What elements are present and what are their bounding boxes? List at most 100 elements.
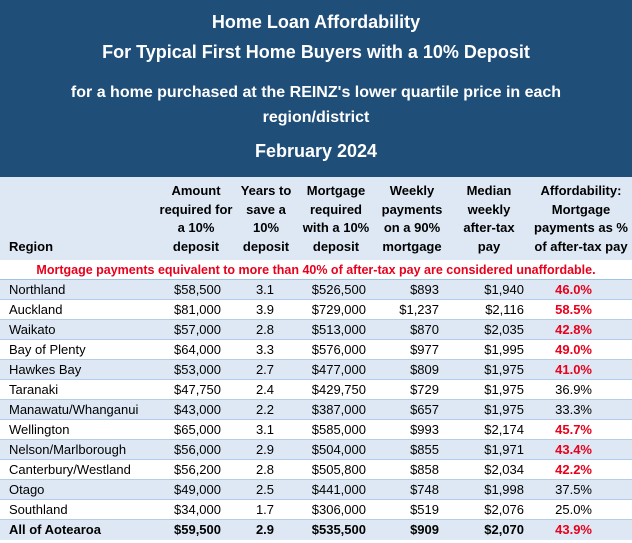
after-tax-pay-cell: $2,174 — [484, 422, 524, 437]
years-cell: 2.8 — [255, 462, 275, 477]
affordability-cell: 33.3% — [555, 402, 592, 417]
header-years: Years to save a 10% deposit — [240, 183, 292, 254]
weekly-payment-cell: $748 — [410, 482, 439, 497]
weekly-payment-cell: $909 — [410, 522, 439, 537]
header-region: Region — [9, 238, 54, 254]
years-cell: 2.9 — [255, 522, 275, 537]
region-cell: Wellington — [9, 422, 70, 437]
after-tax-pay-cell: $1,998 — [484, 482, 524, 497]
total-row: All of Aotearoa $59,500 2.9 $535,500 $909 $2,… — [0, 520, 632, 540]
region-cell: Hawkes Bay — [9, 362, 82, 377]
weekly-payment-cell: $657 — [410, 402, 439, 417]
after-tax-pay-cell: $2,035 — [484, 322, 524, 337]
deposit-cell: $65,000 — [174, 422, 221, 437]
table-row: Auckland $81,000 3.9 $729,000 $1,237 $2,116 58… — [0, 300, 632, 320]
table-body: Northland $58,500 3.1 $526,500 $893 $1,940 46.… — [0, 280, 632, 540]
region-cell: Canterbury/Westland — [9, 462, 131, 477]
weekly-payment-cell: $809 — [410, 362, 439, 377]
region-cell: Taranaki — [9, 382, 59, 397]
region-cell: Manawatu/Whanganui — [9, 402, 139, 417]
deposit-cell: $81,000 — [174, 302, 221, 317]
deposit-cell: $47,750 — [174, 382, 221, 397]
region-cell: Nelson/Marlborough — [9, 442, 127, 457]
deposit-cell: $53,000 — [174, 362, 221, 377]
affordability-cell: 46.0% — [555, 282, 592, 297]
affordability-cell: 49.0% — [555, 342, 592, 357]
after-tax-pay-cell: $2,116 — [485, 302, 524, 317]
title-subtitle: for a home purchased at the REINZ's lowe… — [70, 84, 562, 126]
years-cell: 2.5 — [255, 482, 275, 497]
mortgage-cell: $585,000 — [311, 422, 366, 437]
deposit-cell: $57,000 — [174, 322, 221, 337]
header-deposit: Amount required for a 10% deposit — [159, 183, 233, 254]
affordability-cell: 43.4% — [555, 442, 592, 457]
mortgage-cell: $306,000 — [311, 502, 366, 517]
affordability-cell: 36.9% — [555, 382, 592, 397]
after-tax-pay-cell: $1,995 — [484, 342, 524, 357]
deposit-cell: $49,000 — [174, 482, 221, 497]
mortgage-cell: $729,000 — [311, 302, 366, 317]
weekly-payment-cell: $977 — [410, 342, 439, 357]
header-pay: Median weekly after-tax pay — [463, 183, 515, 254]
deposit-cell: $58,500 — [174, 282, 221, 297]
years-cell: 3.9 — [255, 302, 275, 317]
region-cell: Otago — [9, 482, 45, 497]
region-cell: Southland — [9, 502, 68, 517]
weekly-payment-cell: $729 — [410, 382, 439, 397]
deposit-cell: $59,500 — [174, 522, 221, 537]
unaffordable-notice: Mortgage payments equivalent to more tha… — [0, 260, 632, 280]
table-row: Waikato $57,000 2.8 $513,000 $870 $2,035 42.8% — [0, 320, 632, 340]
mortgage-cell: $513,000 — [311, 322, 366, 337]
years-cell: 1.7 — [255, 502, 275, 517]
deposit-cell: $56,000 — [174, 442, 221, 457]
weekly-payment-cell: $1,237 — [399, 302, 439, 317]
affordability-cell: 45.7% — [555, 422, 592, 437]
affordability-cell: 42.8% — [555, 322, 592, 337]
after-tax-pay-cell: $2,076 — [484, 502, 524, 517]
title-banner: Home Loan Affordability For Typical Firs… — [0, 0, 632, 177]
title-line-1: Home Loan Affordability — [211, 12, 421, 32]
region-cell: All of Aotearoa — [9, 522, 101, 537]
table-row: Southland $34,000 1.7 $306,000 $519 $2,076 25.… — [0, 500, 632, 520]
mortgage-cell: $477,000 — [311, 362, 366, 377]
title-date: February 2024 — [254, 141, 378, 161]
column-headers: Region Amount required for a 10% deposit… — [0, 177, 632, 260]
affordability-cell: 25.0% — [555, 502, 592, 517]
years-cell: 2.2 — [255, 402, 275, 417]
mortgage-cell: $526,500 — [311, 282, 366, 297]
mortgage-cell: $387,000 — [311, 402, 366, 417]
affordability-cell: 37.5% — [555, 482, 592, 497]
title-line-2: For Typical First Home Buyers with a 10%… — [102, 42, 530, 62]
region-cell: Northland — [9, 282, 66, 297]
years-cell: 2.8 — [255, 322, 275, 337]
table-row: Otago $49,000 2.5 $441,000 $748 $1,998 37.5% — [0, 480, 632, 500]
affordability-cell: 42.2% — [555, 462, 592, 477]
years-cell: 3.1 — [255, 282, 275, 297]
table-row: Taranaki $47,750 2.4 $429,750 $729 $1,975 36.9… — [0, 380, 632, 400]
after-tax-pay-cell: $2,034 — [484, 462, 524, 477]
table-row: Manawatu/Whanganui $43,000 2.2 $387,000 $657… — [0, 400, 632, 420]
weekly-payment-cell: $870 — [410, 322, 439, 337]
years-cell: 2.9 — [255, 442, 275, 457]
years-cell: 2.7 — [255, 362, 275, 377]
affordability-cell: 58.5% — [555, 302, 592, 317]
table-row: Northland $58,500 3.1 $526,500 $893 $1,940 46.… — [0, 280, 632, 300]
weekly-payment-cell: $893 — [410, 282, 439, 297]
mortgage-cell: $504,000 — [311, 442, 366, 457]
affordability-table: Region Amount required for a 10% deposit… — [0, 177, 632, 540]
mortgage-cell: $535,500 — [311, 522, 366, 537]
mortgage-cell: $505,800 — [311, 462, 366, 477]
after-tax-pay-cell: $1,975 — [484, 362, 524, 377]
after-tax-pay-cell: $1,940 — [484, 282, 524, 297]
affordability-cell: 41.0% — [555, 362, 592, 377]
affordability-cell: 43.9% — [555, 522, 592, 537]
after-tax-pay-cell: $1,971 — [484, 442, 524, 457]
weekly-payment-cell: $858 — [410, 462, 439, 477]
years-cell: 2.4 — [255, 382, 275, 397]
years-cell: 3.3 — [255, 342, 275, 357]
weekly-payment-cell: $519 — [410, 502, 439, 517]
deposit-cell: $56,200 — [174, 462, 221, 477]
table-row: Nelson/Marlborough $56,000 2.9 $504,000 $855… — [0, 440, 632, 460]
table-row: Wellington $65,000 3.1 $585,000 $993 $2,174 45… — [0, 420, 632, 440]
weekly-payment-cell: $855 — [410, 442, 439, 457]
